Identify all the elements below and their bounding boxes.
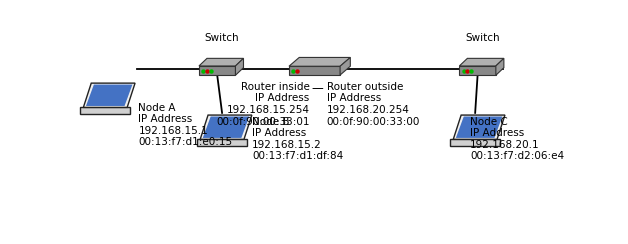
Polygon shape: [289, 57, 350, 66]
Text: Switch: Switch: [465, 33, 500, 43]
Polygon shape: [236, 58, 244, 75]
Text: Router outside
IP Address
192.168.20.254
00:0f:90:00:33:00: Router outside IP Address 192.168.20.254…: [327, 82, 420, 127]
Polygon shape: [200, 115, 252, 139]
Polygon shape: [199, 58, 244, 66]
Polygon shape: [199, 66, 236, 75]
Text: Node A
IP Address
192.168.15.1
00:13:f7:d1:e0:15: Node A IP Address 192.168.15.1 00:13:f7:…: [138, 102, 232, 147]
Polygon shape: [340, 57, 350, 75]
Polygon shape: [86, 85, 133, 106]
Polygon shape: [456, 116, 502, 138]
Polygon shape: [80, 107, 131, 114]
Text: Router inside
IP Address
192.168.15.254
00:0f:90:00:33:01: Router inside IP Address 192.168.15.254 …: [216, 82, 310, 127]
Polygon shape: [84, 83, 135, 107]
Polygon shape: [197, 139, 247, 146]
Text: Node B
IP Address
192.168.15.2
00:13:f7:d1:df:84: Node B IP Address 192.168.15.2 00:13:f7:…: [252, 117, 344, 162]
Polygon shape: [459, 58, 504, 66]
Text: Switch: Switch: [205, 33, 239, 43]
Polygon shape: [450, 139, 501, 146]
Polygon shape: [453, 115, 505, 139]
Text: Node C
IP Address
192.168.20.1
00:13:f7:d2:06:e4: Node C IP Address 192.168.20.1 00:13:f7:…: [470, 117, 565, 162]
Polygon shape: [459, 66, 496, 75]
Polygon shape: [496, 58, 504, 75]
Text: —: —: [311, 82, 323, 95]
Polygon shape: [289, 66, 340, 75]
Polygon shape: [203, 116, 249, 138]
